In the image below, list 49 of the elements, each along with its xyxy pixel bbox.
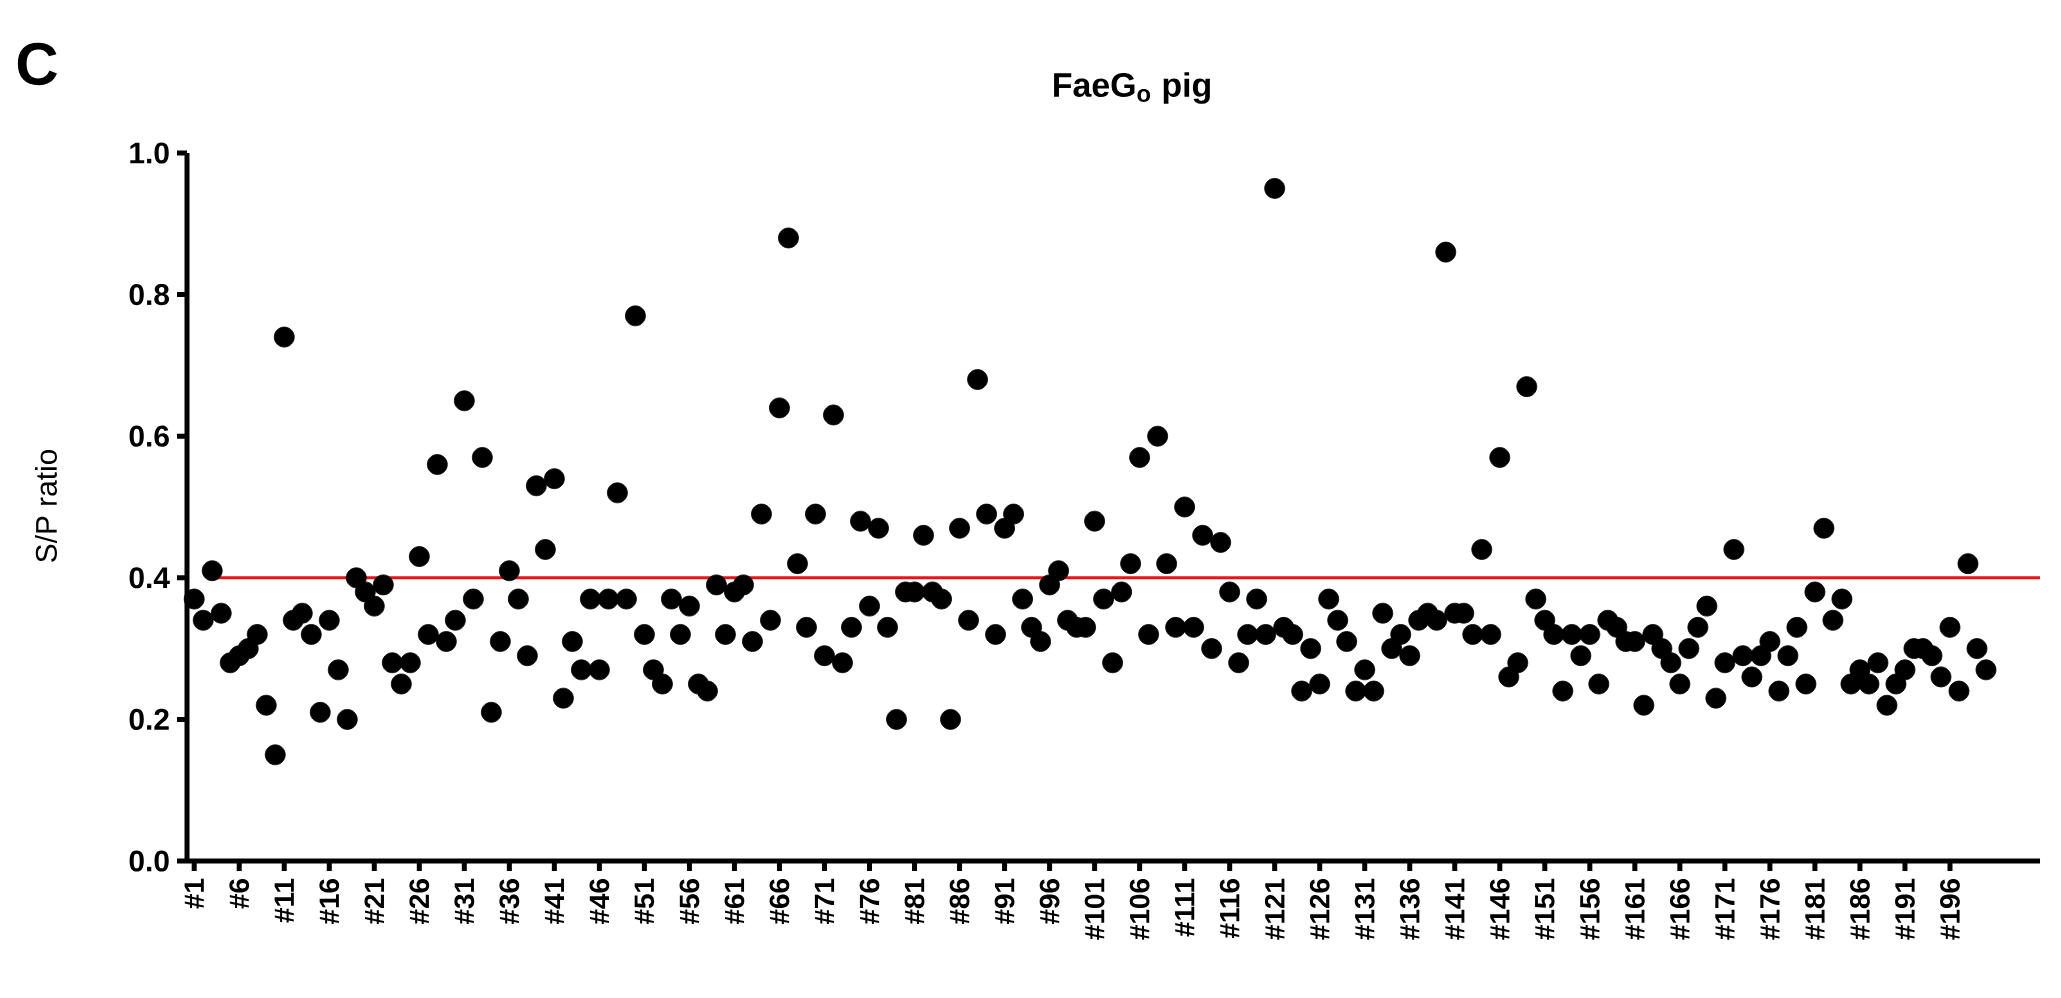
x-tick-label: #111 bbox=[1175, 878, 1195, 937]
x-tick-label: #156 bbox=[1579, 879, 1600, 940]
x-tick-label: #186 bbox=[1850, 879, 1870, 940]
x-tick-label: #96 bbox=[1039, 879, 1060, 925]
x-tick-label: #171 bbox=[1715, 878, 1735, 940]
y-tick-label: 0.0 bbox=[129, 850, 169, 872]
x-tick-label: #71 bbox=[814, 878, 835, 925]
x-tick-label: #161 bbox=[1624, 878, 1645, 940]
x-tick-label: #166 bbox=[1669, 879, 1690, 940]
x-tick-label: #131 bbox=[1354, 878, 1375, 940]
x-tick-label: #41 bbox=[544, 878, 564, 925]
x-tick-label: #106 bbox=[1129, 879, 1150, 940]
x-tick-label: #81 bbox=[904, 878, 925, 925]
x-tick-label: #126 bbox=[1309, 879, 1330, 940]
x-tick-label: #91 bbox=[994, 878, 1015, 925]
x-tick-label: #121 bbox=[1264, 878, 1285, 940]
x-tick-label: #86 bbox=[949, 879, 970, 925]
x-tick-label: #46 bbox=[589, 879, 610, 925]
text: C bbox=[17, 42, 57, 86]
y-tick-label: 0.4 bbox=[129, 567, 170, 589]
x-tick-label: #101 bbox=[1084, 878, 1105, 940]
x-tick-label: #146 bbox=[1489, 879, 1510, 940]
x-tick-label: #21 bbox=[364, 878, 385, 925]
x-tick-label: #1 bbox=[184, 878, 204, 909]
x-tick-label: #191 bbox=[1895, 878, 1915, 940]
x-tick-label: #36 bbox=[499, 879, 520, 925]
x-tick-label: #6 bbox=[229, 879, 250, 909]
y-tick-label: 0.2 bbox=[129, 708, 169, 730]
x-tick-label: #11 bbox=[274, 878, 294, 923]
y-tick-label: 0.8 bbox=[129, 284, 170, 306]
y-tick-label: 1.0 bbox=[130, 142, 169, 164]
x-tick-label: #141 bbox=[1445, 878, 1465, 940]
x-tick-label: #61 bbox=[724, 878, 745, 925]
x-tick-label: #181 bbox=[1805, 878, 1825, 940]
x-tick-label: #31 bbox=[454, 878, 475, 925]
x-tick-label: #66 bbox=[769, 879, 790, 925]
x-tick-label: #16 bbox=[319, 879, 340, 925]
y-tick-label: 0.6 bbox=[129, 425, 169, 447]
x-tick-label: #26 bbox=[409, 879, 430, 925]
x-tick-label: #196 bbox=[1940, 879, 1960, 940]
x-tick-label: #56 bbox=[679, 879, 700, 925]
x-tick-label: #51 bbox=[634, 878, 655, 925]
chart-title: FaeG$_{o}$ pig bbox=[1054, 72, 1210, 104]
y-axis-title: S/P ratio bbox=[35, 449, 57, 562]
x-tick-label: #76 bbox=[859, 879, 880, 925]
x-tick-label: #136 bbox=[1399, 879, 1420, 940]
x-tick-label: #116 bbox=[1219, 879, 1240, 939]
x-tick-label: #151 bbox=[1535, 878, 1555, 940]
x-tick-label: #176 bbox=[1760, 879, 1780, 940]
